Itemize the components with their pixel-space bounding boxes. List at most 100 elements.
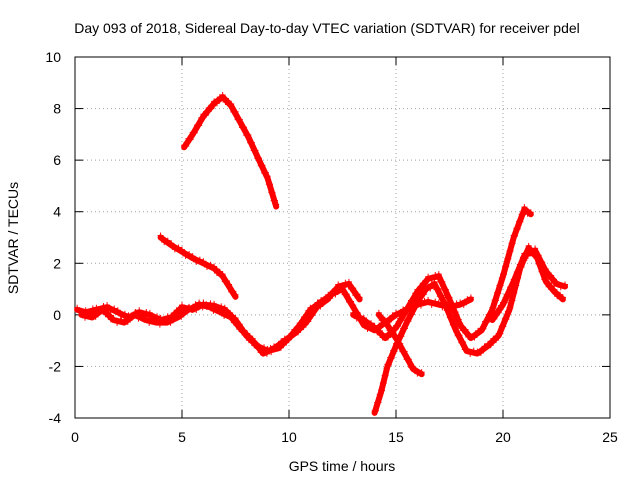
data-point <box>451 321 458 328</box>
data-point <box>183 143 190 150</box>
data-point <box>487 342 494 349</box>
data-point <box>525 242 532 249</box>
data-point <box>520 211 527 218</box>
data-point <box>562 281 569 288</box>
data-point <box>414 370 421 377</box>
data-point <box>391 348 398 355</box>
data-point <box>269 189 276 196</box>
data-point <box>107 316 114 323</box>
data-point <box>462 326 469 333</box>
data-point <box>388 326 395 333</box>
data-point <box>327 295 334 302</box>
data-point <box>217 307 224 314</box>
data-point <box>218 303 225 310</box>
data-point <box>92 313 99 320</box>
data-point <box>245 131 252 138</box>
y-axis-label: SDTVAR / TECUs <box>5 182 21 294</box>
data-point <box>142 315 149 322</box>
data-point <box>435 299 442 306</box>
data-point <box>517 218 524 225</box>
data-point <box>196 299 203 306</box>
data-point <box>519 254 526 261</box>
data-point <box>193 258 200 265</box>
data-point <box>356 294 363 301</box>
data-point <box>548 283 555 290</box>
data-point <box>230 319 237 326</box>
data-point <box>360 315 367 322</box>
data-point <box>535 252 542 259</box>
data-point <box>228 100 235 107</box>
data-point <box>401 308 408 315</box>
data-point <box>179 246 185 253</box>
data-point <box>82 307 89 314</box>
data-point <box>332 288 339 295</box>
data-point <box>528 247 535 254</box>
data-point <box>428 301 435 308</box>
data-point <box>261 344 268 351</box>
data-point <box>248 139 255 146</box>
data-point <box>512 276 519 283</box>
data-point <box>495 309 502 316</box>
data-point <box>105 309 112 316</box>
data-point <box>191 129 198 136</box>
data-point <box>467 294 474 301</box>
data-point <box>503 263 510 270</box>
data-point <box>164 313 171 320</box>
data-point <box>264 173 271 180</box>
data-point <box>198 114 205 121</box>
data-point <box>497 282 504 289</box>
data-point <box>74 304 81 311</box>
axis-ticks <box>74 56 611 419</box>
data-point <box>114 307 121 314</box>
data-point <box>273 201 280 208</box>
data-point <box>455 316 462 323</box>
data-point <box>457 299 464 306</box>
data-point <box>512 232 519 239</box>
data-point <box>167 319 174 326</box>
data-point <box>452 325 459 332</box>
data-point <box>136 307 143 314</box>
y-tick-label: 6 <box>53 152 61 168</box>
data-point <box>457 320 464 327</box>
data-point <box>210 307 217 314</box>
data-point <box>295 329 302 336</box>
data-point <box>192 301 199 308</box>
data-point <box>380 380 387 387</box>
data-point <box>317 303 324 310</box>
data-point <box>221 312 228 319</box>
data-point <box>241 331 248 338</box>
data-point <box>509 297 516 304</box>
data-point <box>226 281 233 288</box>
data-point <box>475 327 482 334</box>
data-point <box>263 350 270 357</box>
data-point <box>154 313 161 320</box>
series-line <box>181 93 280 210</box>
data-point <box>271 343 278 350</box>
data-point <box>548 272 555 279</box>
data-point <box>249 335 256 342</box>
data-point <box>153 317 160 324</box>
data-point <box>414 286 421 293</box>
data-point <box>350 302 357 309</box>
data-point <box>252 147 259 154</box>
data-point <box>385 361 392 368</box>
data-point <box>501 299 508 306</box>
data-point <box>505 291 512 298</box>
data-point <box>285 337 292 344</box>
data-point <box>168 240 175 247</box>
data-point <box>409 311 416 318</box>
plot-frame <box>74 56 611 419</box>
data-series <box>74 91 569 416</box>
data-point <box>508 284 515 291</box>
data-point <box>418 369 425 376</box>
data-point <box>557 284 564 291</box>
data-point <box>398 333 405 340</box>
data-point <box>200 258 207 265</box>
data-point <box>300 324 307 331</box>
data-point <box>419 280 426 287</box>
data-point <box>559 294 566 301</box>
data-point <box>181 307 188 314</box>
y-tick-label: 4 <box>53 204 61 220</box>
x-axis-label: GPS time / hours <box>289 458 396 474</box>
data-point <box>397 340 404 347</box>
